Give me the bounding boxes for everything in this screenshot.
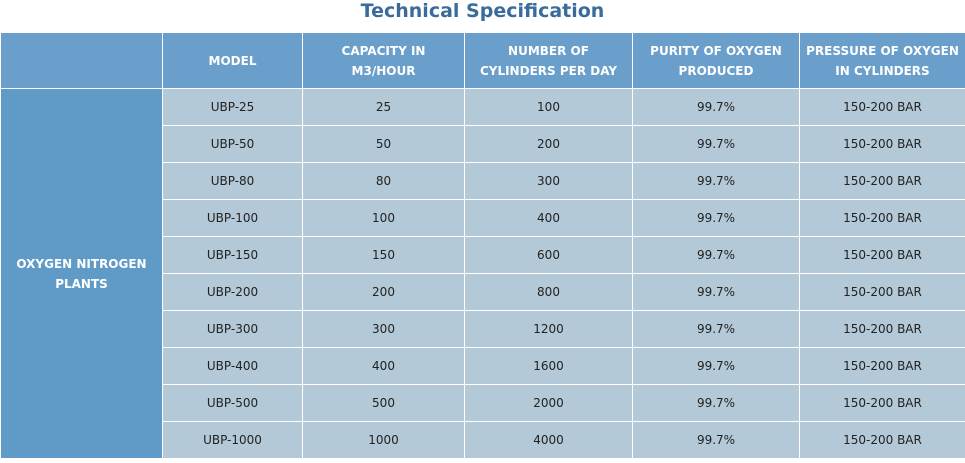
table-row: UBP-150 150 600 99.7% 150-200 BAR — [1, 236, 965, 274]
group-label-line: PLANTS — [55, 276, 108, 291]
table-row: UBP-300 300 1200 99.7% 150-200 BAR — [1, 310, 965, 348]
cell-pressure: 150-200 BAR — [799, 347, 965, 385]
cell-capacity: 400 — [302, 347, 465, 385]
cell-cylinders: 4000 — [464, 421, 633, 459]
cell-cylinders: 400 — [464, 199, 633, 237]
cell-model: UBP-500 — [162, 384, 303, 422]
header-capacity: CAPACITY IN M3/HOUR — [302, 32, 465, 89]
cell-capacity: 80 — [302, 162, 465, 200]
group-label-cell: OXYGEN NITROGEN PLANTS — [0, 88, 163, 459]
cell-cylinders: 200 — [464, 125, 633, 163]
cell-pressure: 150-200 BAR — [799, 273, 965, 311]
cell-pressure: 150-200 BAR — [799, 384, 965, 422]
cell-model: UBP-25 — [162, 88, 303, 126]
header-purity-line-2: PRODUCED — [678, 63, 754, 78]
header-purity-line-1: PURITY OF OXYGEN — [650, 43, 782, 58]
cell-model: UBP-150 — [162, 236, 303, 274]
header-capacity-line-1: CAPACITY IN — [341, 43, 426, 58]
cell-cylinders: 100 — [464, 88, 633, 126]
cell-purity: 99.7% — [632, 310, 800, 348]
cell-purity: 99.7% — [632, 236, 800, 274]
cell-cylinders: 800 — [464, 273, 633, 311]
header-model-line-1: MODEL — [208, 53, 257, 68]
cell-purity: 99.7% — [632, 199, 800, 237]
cell-pressure: 150-200 BAR — [799, 88, 965, 126]
cell-capacity: 150 — [302, 236, 465, 274]
cell-capacity: 200 — [302, 273, 465, 311]
cell-model: UBP-200 — [162, 273, 303, 311]
cell-cylinders: 1600 — [464, 347, 633, 385]
cell-pressure: 150-200 BAR — [799, 125, 965, 163]
cell-purity: 99.7% — [632, 125, 800, 163]
table-row: UBP-100 100 400 99.7% 150-200 BAR — [1, 199, 965, 237]
cell-purity: 99.7% — [632, 88, 800, 126]
cell-capacity: 50 — [302, 125, 465, 163]
header-capacity-line-2: M3/HOUR — [351, 63, 416, 78]
header-purity: PURITY OF OXYGEN PRODUCED — [632, 32, 800, 89]
header-cylinders-line-2: CYLINDERS PER DAY — [479, 63, 618, 78]
cell-purity: 99.7% — [632, 384, 800, 422]
cell-model: UBP-80 — [162, 162, 303, 200]
cell-purity: 99.7% — [632, 421, 800, 459]
header-pressure-line-2: IN CYLINDERS — [835, 63, 930, 78]
cell-pressure: 150-200 BAR — [799, 236, 965, 274]
cell-cylinders: 1200 — [464, 310, 633, 348]
cell-pressure: 150-200 BAR — [799, 310, 965, 348]
header-pressure-line-1: PRESSURE OF OXYGEN — [806, 43, 959, 58]
cell-pressure: 150-200 BAR — [799, 421, 965, 459]
spec-table: MODEL CAPACITY IN M3/HOUR NUMBER OF CYLI… — [0, 32, 965, 459]
cell-model: UBP-100 — [162, 199, 303, 237]
header-empty-cell — [0, 32, 163, 89]
cell-pressure: 150-200 BAR — [799, 199, 965, 237]
cell-model: UBP-1000 — [162, 421, 303, 459]
header-pressure: PRESSURE OF OXYGEN IN CYLINDERS — [799, 32, 965, 89]
table-row: OXYGEN NITROGEN PLANTS UBP-25 25 100 99.7% 150… — [0, 88, 965, 459]
cell-cylinders: 2000 — [464, 384, 633, 422]
table-body: OXYGEN NITROGEN PLANTS UBP-25 25 100 99.7% 150… — [0, 88, 965, 459]
table-row: UBP-1000 1000 4000 99.7% 150-200 BAR — [1, 421, 965, 459]
group-label-line: OXYGEN NITROGEN — [16, 256, 147, 271]
table-row: UBP-500 500 2000 99.7% 150-200 BAR — [1, 384, 965, 422]
cell-capacity: 1000 — [302, 421, 465, 459]
cell-purity: 99.7% — [632, 273, 800, 311]
table-header-row: MODEL CAPACITY IN M3/HOUR NUMBER OF CYLI… — [0, 32, 965, 89]
header-model: MODEL — [162, 32, 303, 89]
header-cylinders-line-1: NUMBER OF — [508, 43, 589, 58]
table-row: UBP-400 400 1600 99.7% 150-200 BAR — [1, 347, 965, 385]
cell-purity: 99.7% — [632, 347, 800, 385]
cell-capacity: 100 — [302, 199, 465, 237]
cell-model: UBP-50 — [162, 125, 303, 163]
cell-purity: 99.7% — [632, 162, 800, 200]
table-row: UBP-200 200 800 99.7% 150-200 BAR — [1, 273, 965, 311]
cell-capacity: 300 — [302, 310, 465, 348]
table-row: UBP-50 50 200 99.7% 150-200 BAR — [1, 125, 965, 163]
header-cylinders: NUMBER OF CYLINDERS PER DAY — [464, 32, 633, 89]
table-row: UBP-80 80 300 99.7% 150-200 BAR — [1, 162, 965, 200]
cell-cylinders: 300 — [464, 162, 633, 200]
cell-capacity: 25 — [302, 88, 465, 126]
cell-model: UBP-400 — [162, 347, 303, 385]
page-title: Technical Specification — [360, 0, 605, 22]
cell-capacity: 500 — [302, 384, 465, 422]
cell-model: UBP-300 — [162, 310, 303, 348]
cell-cylinders: 600 — [464, 236, 633, 274]
cell-pressure: 150-200 BAR — [799, 162, 965, 200]
